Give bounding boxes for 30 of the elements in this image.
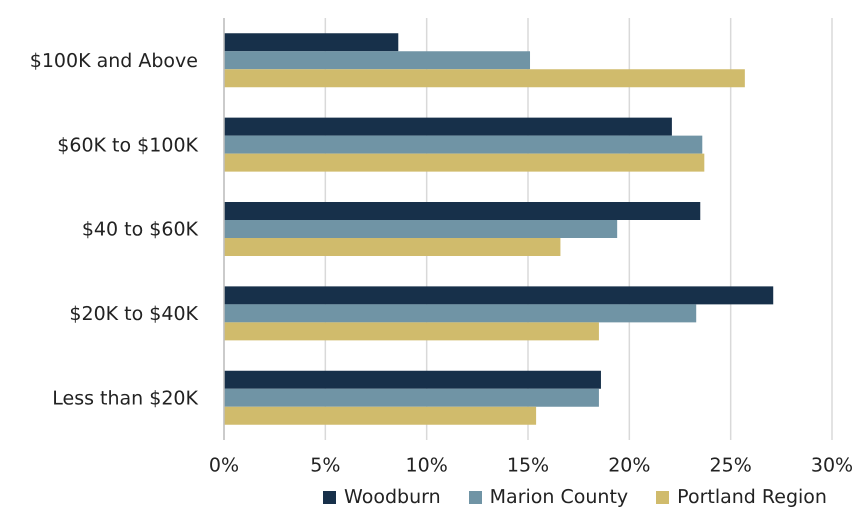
x-tick-label: 20%: [608, 454, 650, 476]
bar: [224, 136, 702, 154]
bar: [224, 304, 696, 322]
bar: [224, 51, 530, 70]
x-tick-label: 0%: [208, 454, 240, 476]
x-tick-label: 25%: [710, 454, 752, 476]
x-tick-label: 30%: [810, 454, 854, 476]
bar: [224, 202, 700, 220]
bar: [224, 69, 745, 88]
bar: [224, 154, 704, 172]
bar: [224, 33, 398, 52]
bar: [224, 406, 536, 425]
y-tick-label: $60K to $100K: [57, 134, 199, 156]
bar: [224, 220, 618, 238]
x-tick-label: 10%: [406, 454, 448, 476]
y-tick-label: $100K and Above: [30, 50, 198, 72]
y-tick-label: $20K to $40K: [69, 303, 199, 326]
y-tick-label: Less than $20K: [52, 388, 199, 410]
bar: [224, 238, 560, 256]
legend-label: Portland Region: [676, 486, 827, 508]
bar: [224, 388, 599, 407]
legend-label: Woodburn: [343, 486, 441, 508]
legend-label: Marion County: [488, 486, 628, 508]
bar: [224, 286, 774, 304]
x-tick-label: 5%: [310, 454, 340, 476]
bar: [224, 118, 672, 136]
bar: [224, 322, 599, 340]
bar: [224, 370, 601, 389]
y-tick-label: $40 to $60K: [82, 218, 199, 241]
x-tick-label: 15%: [506, 454, 550, 476]
